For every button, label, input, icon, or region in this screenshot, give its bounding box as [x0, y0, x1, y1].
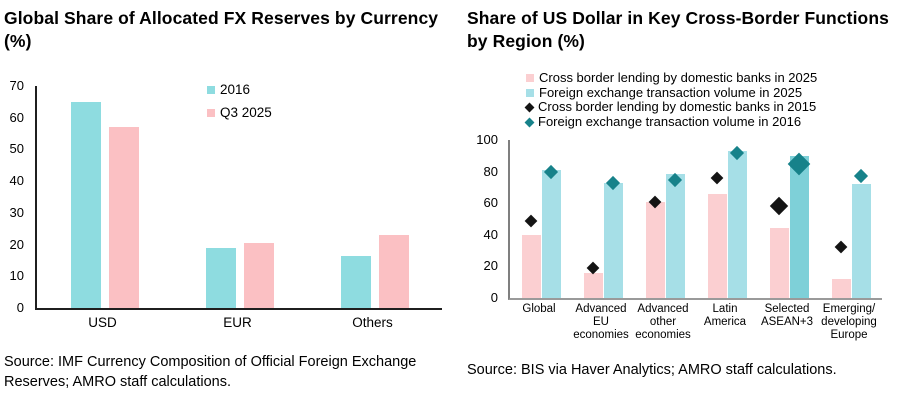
- y-tick-label: 80: [483, 163, 498, 179]
- legend-item: Cross border lending by domestic banks i…: [524, 99, 817, 115]
- bar: [665, 173, 685, 298]
- x-category-label: Advanced other economies: [635, 303, 691, 341]
- y-tick-label: 40: [483, 226, 498, 242]
- y-tick-label: 70: [9, 78, 24, 93]
- bar: [727, 151, 747, 298]
- chart-title: Share of US Dollar in Key Cross-Border F…: [467, 8, 889, 51]
- legend: 2016 Q3 2025: [207, 81, 272, 127]
- legend-item: Foreign exchange transaction volume in 2…: [524, 113, 817, 130]
- bar: [108, 127, 139, 308]
- bar: [243, 243, 274, 308]
- bar: [645, 201, 665, 298]
- y-tick-label: 20: [483, 258, 498, 274]
- legend-diamond-icon: [524, 102, 535, 113]
- diamond-marker: [524, 214, 538, 227]
- legend-label: Q3 2025: [220, 105, 272, 120]
- x-category-label: Emerging/ developing Europe: [821, 303, 877, 341]
- x-category-label: USD: [88, 315, 117, 330]
- y-tick-label: 30: [9, 204, 24, 220]
- bar: [603, 182, 623, 298]
- diamond-marker: [853, 169, 869, 184]
- category-group: [172, 86, 307, 308]
- category-group: [696, 140, 758, 298]
- bar: [707, 193, 727, 298]
- category-group: [634, 140, 696, 298]
- legend-label: Foreign exchange transaction volume in 2…: [539, 84, 803, 100]
- y-tick-label: 0: [16, 300, 24, 315]
- x-category-label: Latin America: [703, 303, 747, 328]
- fx-reserves-chart-panel: Global Share of Allocated FX Reserves by…: [0, 0, 451, 401]
- x-axis-labels: Global Advanced EU economies Advanced othe…: [508, 303, 880, 342]
- y-tick-label: 60: [483, 195, 498, 211]
- x-category-label: Selected ASEAN+3: [760, 303, 814, 328]
- legend-item: Foreign exchange transaction volume in 2…: [526, 84, 817, 101]
- bar: [378, 235, 409, 308]
- plot-area: [35, 86, 442, 310]
- category-group: [758, 140, 820, 298]
- y-tick-label: 0: [490, 290, 498, 305]
- category-group: [37, 86, 172, 308]
- source-note: Source: IMF Currency Composition of Offi…: [4, 354, 417, 390]
- y-axis: 0 20 40 60 80 100: [468, 132, 502, 305]
- bar: [340, 255, 371, 308]
- y-tick-label: 40: [9, 173, 24, 189]
- category-group: [307, 86, 442, 308]
- legend-swatch-icon: [526, 74, 534, 83]
- bar: [521, 234, 541, 298]
- category-group: [820, 140, 882, 298]
- plot-area: [508, 140, 882, 300]
- legend-label: Cross border lending by domestic banks i…: [538, 99, 817, 115]
- chart-title: Global Share of Allocated FX Reserves by…: [4, 8, 439, 51]
- bar: [70, 101, 101, 308]
- diamond-marker: [769, 196, 789, 215]
- y-tick-label: 60: [9, 109, 24, 125]
- bar: [205, 247, 236, 308]
- x-category-label: Global: [522, 303, 556, 315]
- usd-cross-border-chart-panel: Share of US Dollar in Key Cross-Border F…: [460, 0, 903, 401]
- category-group: [510, 140, 572, 298]
- y-tick-label: 10: [9, 268, 24, 284]
- bar: [541, 170, 561, 298]
- y-tick-label: 100: [476, 132, 498, 147]
- legend-item: Q3 2025: [207, 104, 272, 121]
- y-tick-label: 50: [9, 141, 24, 157]
- bar: [851, 184, 871, 298]
- legend-swatch-icon: [526, 88, 534, 97]
- y-tick-label: 20: [9, 236, 24, 252]
- x-category-label: EUR: [223, 315, 252, 330]
- bar: [583, 272, 603, 298]
- legend-item: Cross border lending by domestic banks i…: [526, 70, 818, 86]
- legend: Cross border lending by domestic banks i…: [524, 70, 818, 130]
- legend-item: 2016: [207, 81, 272, 98]
- y-axis: 0 10 20 30 40 50 60 70: [0, 78, 28, 315]
- diamond-marker: [834, 240, 848, 254]
- legend-swatch-icon: [207, 108, 215, 117]
- x-category-label: Advanced EU economies: [573, 303, 629, 341]
- category-group: [572, 140, 634, 298]
- legend-label: Cross border lending by domestic banks i…: [539, 70, 818, 85]
- legend-swatch-icon: [207, 85, 215, 94]
- diamond-marker: [710, 171, 724, 185]
- legend-label: Foreign exchange transaction volume in 2…: [538, 113, 802, 129]
- bar: [769, 227, 789, 298]
- source-note: Source: BIS via Haver Analytics; AMRO st…: [467, 362, 837, 378]
- legend-diamond-icon: [524, 117, 535, 128]
- bar: [831, 279, 851, 298]
- x-category-label: Others: [352, 315, 393, 330]
- legend-label: 2016: [220, 82, 251, 97]
- bar: [789, 155, 809, 298]
- x-axis-labels: USD EUR Others: [35, 315, 440, 331]
